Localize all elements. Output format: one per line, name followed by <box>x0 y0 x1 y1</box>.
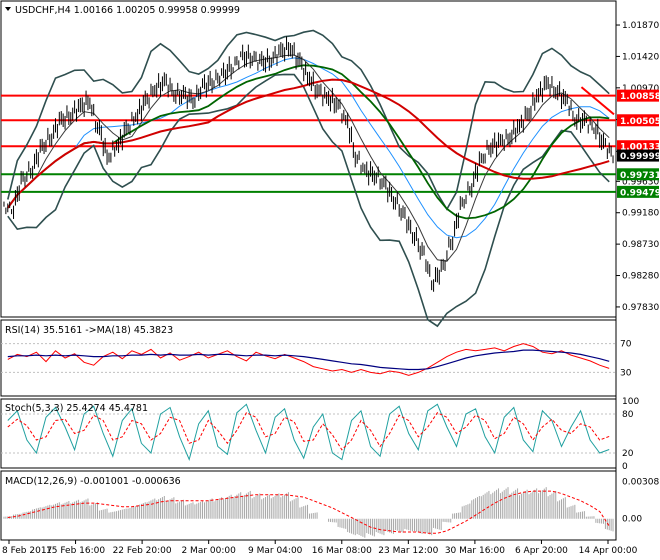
stoch-plot: 100 80 20 0 <box>1 397 639 472</box>
time-tick-label: 14 Apr 00:00 <box>579 546 638 556</box>
macd-plot: 0.003081 0.00 <box>3 478 660 538</box>
macd-tick-label: 0.00 <box>622 515 642 525</box>
time-tick-label: 9 Mar 04:00 <box>248 546 303 556</box>
bollinger-lower-line <box>7 73 610 328</box>
rsi-tick-label: 30 <box>620 368 632 378</box>
rsi-tick-label: 70 <box>620 340 632 350</box>
price-level-tags: 1.00858 1.00505 1.00133 0.99731 0.99479 0.999… <box>617 89 660 198</box>
stoch-tick-label: 20 <box>622 449 634 459</box>
price-tick-label: 0.98730 <box>622 240 659 250</box>
time-tick-label: 16 Mar 08:00 <box>312 546 372 556</box>
macd-tick-label: 0.003081 <box>622 478 660 488</box>
stoch-d-line <box>7 412 610 451</box>
level-tag-label: 1.00505 <box>620 117 660 127</box>
price-tick-label: 0.99630 <box>622 177 659 187</box>
macd-signal-line <box>7 490 610 534</box>
price-tick-label: 1.01870 <box>622 21 659 31</box>
level-tag-label: 1.00858 <box>620 92 660 102</box>
level-tag <box>617 168 659 181</box>
price-tick-label: 1.01420 <box>622 52 659 62</box>
trendline-line <box>580 86 615 116</box>
level-tag <box>617 89 659 102</box>
rsi-plot: 70 30 <box>1 340 632 378</box>
price-tick-label: 1.00970 <box>622 84 659 94</box>
time-tick-label: 2 Mar 00:00 <box>181 546 236 556</box>
time-tick-label: 6 Apr 20:00 <box>515 546 568 556</box>
macd-header-label: MACD(12,26,9) -0.001001 -0.000636 <box>5 476 181 487</box>
level-tag <box>617 114 659 127</box>
stoch-header-label: Stoch(5,3,3) 25.4274 45.4781 <box>5 403 148 414</box>
time-tick-label: 8 Feb 2017 <box>2 546 52 556</box>
time-tick-label: 15 Feb 16:00 <box>46 546 105 556</box>
ma-center-line <box>7 54 610 262</box>
price-panel-frame <box>0 0 617 318</box>
current-price-tag <box>617 149 659 162</box>
price-bars <box>3 36 614 292</box>
price-header-label: USDCHF,H4 1.00166 1.00205 0.99958 0.9999… <box>15 5 240 16</box>
current-price-label: 0.99999 <box>620 152 660 162</box>
stoch-tick-label: 0 <box>622 462 628 472</box>
time-tick-label: 23 Mar 12:00 <box>378 546 438 556</box>
level-tag-label: 0.99731 <box>620 171 660 181</box>
stoch-tick-label: 80 <box>622 410 634 420</box>
price-tick-label: 0.99180 <box>622 209 659 219</box>
level-tag <box>617 140 659 153</box>
price-header: USDCHF,H4 1.00166 1.00205 0.99958 0.9999… <box>5 5 240 16</box>
price-axis: 1.018701.014201.009701.005151.000600.996… <box>616 21 659 313</box>
moving-averages <box>6 54 610 262</box>
level-tag-label: 1.00133 <box>620 143 660 153</box>
price-tick-label: 0.98280 <box>622 272 659 282</box>
price-tick-label: 0.97830 <box>622 303 659 313</box>
rsi-ma-line <box>7 349 610 371</box>
trendline <box>580 86 615 116</box>
level-tag-label: 0.99479 <box>620 188 660 198</box>
ma-fast-line <box>7 57 610 239</box>
level-tag <box>617 185 659 198</box>
ma-slow-line <box>6 78 610 209</box>
bollinger-bands <box>7 29 610 328</box>
rsi-header-label: RSI(14) 35.5161 ->MA(18) 45.3823 <box>5 325 173 336</box>
time-tick-label: 30 Mar 16:00 <box>445 546 505 556</box>
collapse-triangle-icon[interactable] <box>5 7 11 11</box>
stoch-tick-label: 100 <box>622 397 639 407</box>
stoch-k-line <box>7 403 610 462</box>
bollinger-upper-line <box>7 29 610 211</box>
rsi-panel-frame <box>0 319 617 397</box>
rsi-line <box>7 343 610 376</box>
time-tick-label: 22 Feb 20:00 <box>113 546 172 556</box>
